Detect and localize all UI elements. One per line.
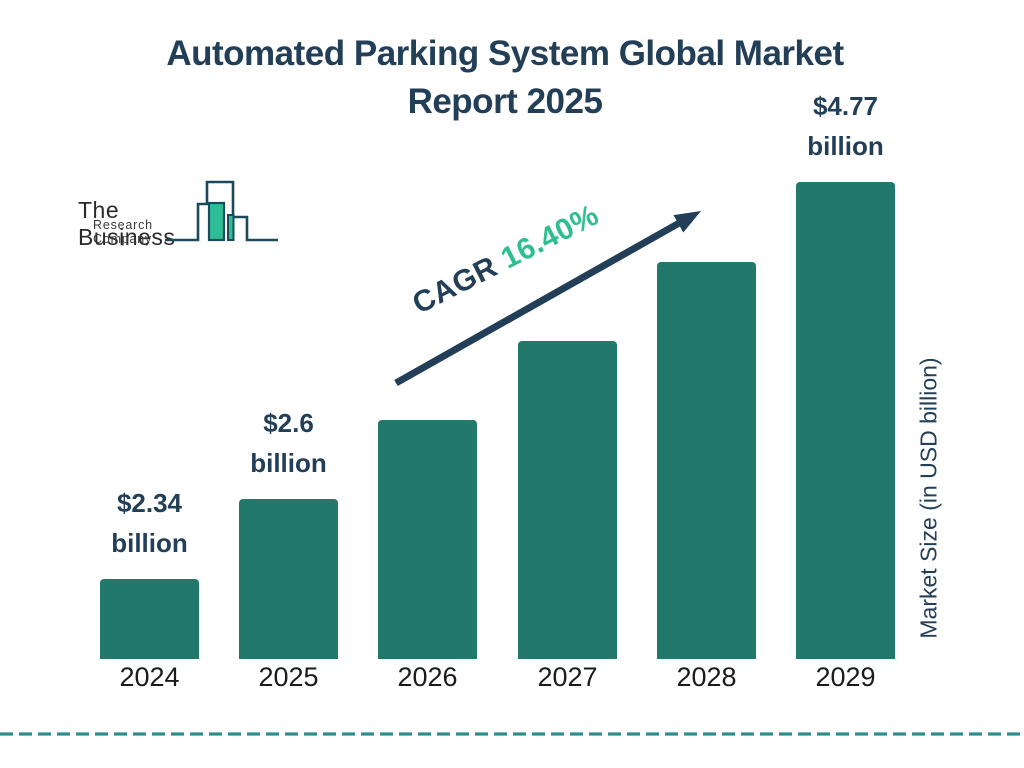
bottom-dashed-divider <box>0 732 1024 736</box>
x-axis-tick-2027: 2027 <box>537 662 598 692</box>
page-title: Automated Parking System Global Market R… <box>0 30 1010 126</box>
cagr-annotation-prefix: CAGR <box>407 250 503 321</box>
company-logo-buildings-icon <box>165 180 278 242</box>
y-axis-label: Market Size (in USD billion) <box>915 357 942 639</box>
x-axis-tick-2029: 2029 <box>815 662 876 692</box>
x-axis-tick-2028: 2028 <box>676 662 737 692</box>
x-axis-tick-2024: 2024 <box>119 662 180 692</box>
bar-2026 <box>378 420 477 659</box>
value-label-2029: $4.77 billion <box>807 91 884 161</box>
x-axis-tick-2026: 2026 <box>397 662 458 692</box>
bar-2028 <box>657 262 756 659</box>
bar-2025 <box>239 499 338 659</box>
company-logo-subname: Research Company <box>93 218 153 246</box>
value-label-2025: $2.6 billion <box>250 408 327 478</box>
company-logo-name: The Business <box>78 197 176 250</box>
x-axis-tick-2025: 2025 <box>258 662 319 692</box>
page-title-line-1: Automated Parking System Global Market <box>166 34 844 73</box>
value-label-2024: $2.34 billion <box>111 488 188 558</box>
cagr-annotation: CAGR16.40% <box>382 186 629 334</box>
bar-2029 <box>796 182 895 659</box>
bar-2024 <box>100 579 199 659</box>
bar-2027 <box>518 341 617 659</box>
page-title-line-2: Report 2025 <box>407 82 603 121</box>
cagr-annotation-value: 16.40% <box>495 198 605 276</box>
